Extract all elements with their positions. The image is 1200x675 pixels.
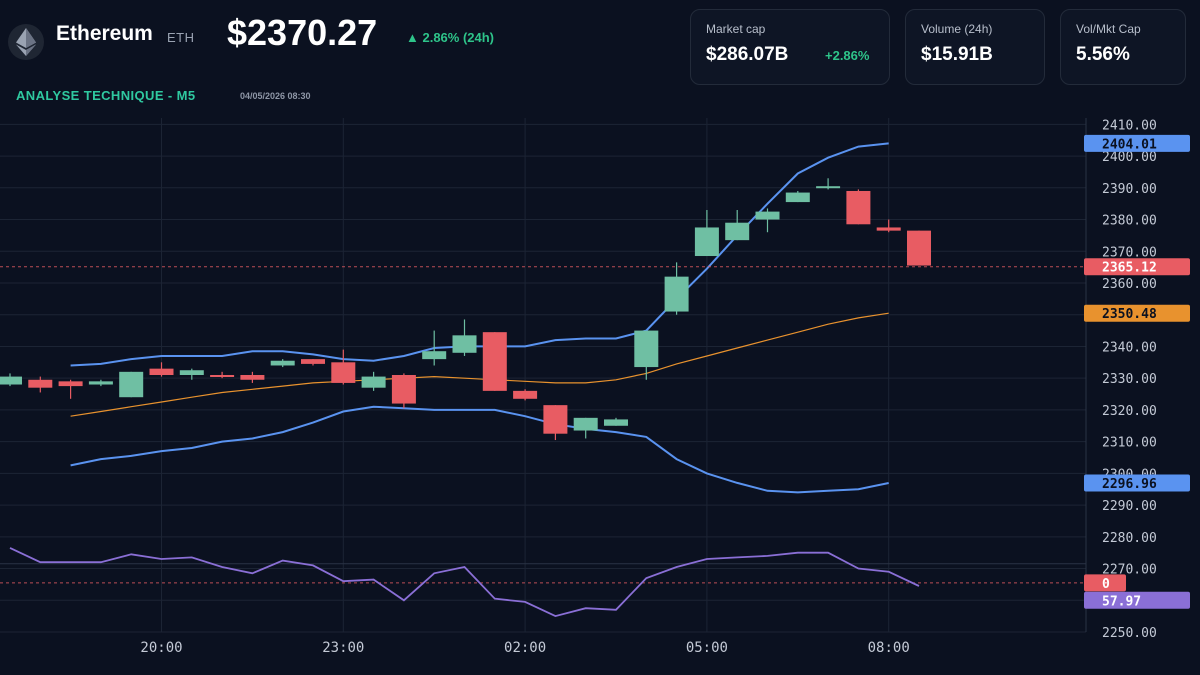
coin-symbol: ETH [167, 30, 195, 45]
y-tick-label: 2290.00 [1102, 499, 1157, 514]
y-tick-label: 2360.00 [1102, 277, 1157, 292]
candle-body [694, 227, 719, 257]
candle-body [513, 390, 538, 399]
price-badge-label: 2404.01 [1102, 137, 1157, 152]
price-badge [1084, 474, 1190, 492]
candle-body [149, 368, 174, 375]
ethereum-icon [16, 28, 36, 56]
vol-mkt-cap-card[interactable]: Vol/Mkt Cap 5.56% [1060, 9, 1186, 85]
candle-body [846, 190, 871, 225]
y-tick-label: 2310.00 [1102, 436, 1157, 451]
candle-body [331, 362, 356, 383]
candle-body [755, 211, 780, 220]
candle-body [301, 359, 325, 364]
card-value: 5.56% [1076, 44, 1130, 65]
volume-card[interactable]: Volume (24h) $15.91B [905, 9, 1045, 85]
price-badge-label: 2365.12 [1102, 261, 1157, 276]
candle-body [58, 381, 83, 387]
candle-body [422, 351, 447, 360]
current-price: $2370.27 [227, 12, 378, 53]
market-cap-card[interactable]: Market cap $286.07B +2.86% [690, 9, 890, 85]
y-tick-label: 2320.00 [1102, 404, 1157, 419]
timestamp: 04/05/2026 08:30 [240, 91, 311, 101]
card-value: $15.91B [921, 44, 993, 65]
x-tick-label: 02:00 [504, 640, 546, 656]
candle-body [210, 375, 235, 377]
candlesticks [0, 178, 931, 441]
price-change: ▲ 2.86% (24h) [406, 30, 495, 45]
price-badge [1084, 258, 1190, 276]
candle-body [785, 192, 810, 203]
candle-body [28, 379, 53, 388]
candle-body [664, 276, 689, 312]
x-tick-label: 05:00 [686, 640, 728, 656]
coin-name: Ethereum [56, 22, 153, 45]
y-tick-label: 2390.00 [1102, 182, 1157, 197]
price-badge-label: 0 [1102, 577, 1110, 592]
y-tick-label: 2380.00 [1102, 214, 1157, 229]
x-tick-label: 20:00 [140, 640, 182, 656]
x-tick-label: 23:00 [322, 640, 364, 656]
oscillator-line [0, 266, 1086, 618]
price-badge [1084, 134, 1190, 152]
lower-band-line [70, 405, 889, 494]
card-value: $286.07B [706, 44, 789, 65]
candle-body [634, 330, 659, 368]
analysis-title: ANALYSE TECHNIQUE - M5 [16, 88, 196, 103]
candle-body [119, 371, 144, 398]
oscillator-line [9, 547, 920, 618]
candle-body [876, 227, 901, 231]
price-badge [1084, 591, 1190, 609]
x-tick-label: 08:00 [868, 640, 910, 656]
candle-body [240, 375, 265, 380]
header: Ethereum ETH $2370.27 ▲ 2.86% (24h) ANAL… [0, 0, 1200, 110]
candle-body [361, 376, 386, 388]
price-badge-label: 57.97 [1102, 594, 1141, 609]
y-tick-label: 2370.00 [1102, 245, 1157, 260]
candle-body [391, 375, 416, 404]
card-label: Volume (24h) [921, 22, 993, 36]
x-axis: 20:00 23:00 02:00 05:00 08:00 [140, 640, 909, 656]
price-badge-label: 2296.96 [1102, 477, 1157, 492]
candle-body [543, 405, 568, 434]
middle-band-line [70, 312, 889, 417]
y-tick-label: 2270.00 [1102, 563, 1157, 578]
candle-body [0, 376, 22, 385]
y-tick-label: 2250.00 [1102, 626, 1157, 641]
ethereum-logo [8, 24, 44, 60]
price-badges: 2404.01 2365.12 2350.48 2296.96 0 57.97 [1084, 134, 1190, 609]
candle-body [573, 417, 598, 431]
candle-body [270, 360, 295, 366]
y-tick-label: 2330.00 [1102, 372, 1157, 387]
candle-body [907, 230, 931, 266]
y-tick-label: 2280.00 [1102, 531, 1157, 546]
price-badge-label: 2350.48 [1102, 307, 1157, 322]
card-label: Market cap [706, 22, 766, 36]
bollinger-bands [70, 142, 889, 494]
card-label: Vol/Mkt Cap [1076, 22, 1141, 36]
y-axis: 2410.00 2400.00 2390.00 2380.00 2370.00 2360.… [1102, 118, 1157, 641]
y-tick-label: 2400.00 [1102, 150, 1157, 165]
y-tick-label: 2410.00 [1102, 118, 1157, 133]
card-change: +2.86% [825, 48, 870, 63]
candle-body [179, 370, 204, 375]
price-badge [1084, 574, 1126, 592]
candle-body [725, 222, 750, 241]
candle-body [482, 332, 507, 391]
candle-body [452, 335, 477, 353]
candle-body [88, 381, 113, 385]
y-tick-label: 2340.00 [1102, 340, 1157, 355]
price-badge [1084, 304, 1190, 322]
candle-body [604, 419, 628, 426]
upper-band-line [70, 142, 889, 367]
candle-body [816, 186, 841, 189]
